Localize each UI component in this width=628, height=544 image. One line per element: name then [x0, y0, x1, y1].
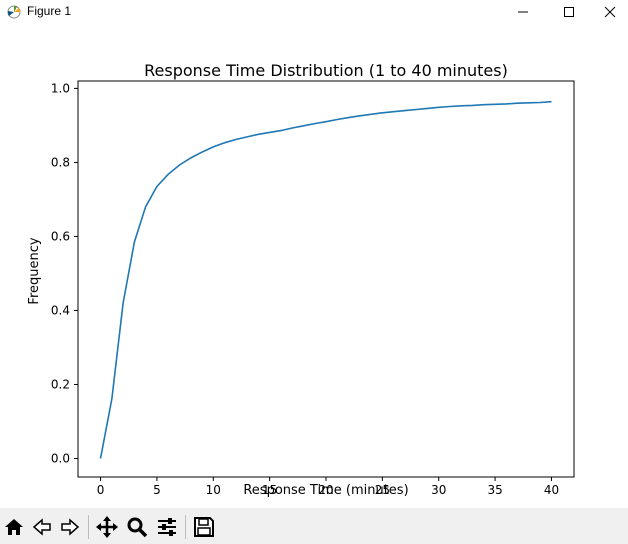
back-icon: [32, 518, 51, 536]
window-title: Figure 1: [27, 4, 72, 18]
y-tick-label: 0.2: [51, 377, 70, 391]
minimize-button[interactable]: [500, 0, 546, 24]
zoom-icon: [127, 517, 148, 538]
maximize-icon: [564, 7, 574, 17]
y-tick-label: 0.4: [51, 303, 70, 317]
y-axis-ticks: 0.0 0.2 0.4 0.6 0.8 1.0: [51, 81, 78, 465]
close-icon: [604, 6, 616, 18]
x-tick-label: 25: [375, 483, 390, 497]
window-titlebar: Figure 1: [0, 0, 628, 24]
plot-area: [77, 80, 575, 478]
series-line: [99, 100, 552, 459]
line-chart: Response Time Distribution (1 to 40 minu…: [27, 61, 575, 498]
save-icon: [194, 517, 214, 537]
x-tick-label: 15: [262, 483, 277, 497]
configure-subplots-button[interactable]: [155, 515, 179, 539]
x-axis-label: Response Time (minutes): [243, 483, 408, 498]
configure-subplots-icon: [158, 518, 176, 536]
y-tick-label: 0.8: [51, 155, 70, 169]
x-tick-label: 5: [153, 483, 161, 497]
pan-button[interactable]: [95, 515, 119, 539]
toolbar-separator: [185, 515, 186, 539]
pan-icon: [96, 516, 118, 538]
y-tick-label: 0.6: [51, 229, 70, 243]
zoom-button[interactable]: [125, 515, 149, 539]
forward-icon: [61, 518, 80, 536]
close-button[interactable]: [592, 0, 628, 24]
home-button[interactable]: [2, 515, 26, 539]
x-tick-label: 0: [97, 483, 105, 497]
y-tick-label: 0.0: [51, 451, 70, 465]
x-tick-label: 30: [431, 483, 446, 497]
chart-title: Response Time Distribution (1 to 40 minu…: [144, 61, 508, 80]
x-axis-ticks: 0 5 10 15 20 25 30 35 40: [97, 477, 559, 497]
x-tick-label: 40: [544, 483, 559, 497]
y-axis-label: Frequency: [27, 237, 42, 304]
x-tick-label: 10: [206, 483, 221, 497]
back-button[interactable]: [30, 515, 54, 539]
minimize-icon: [518, 11, 528, 13]
maximize-button[interactable]: [546, 0, 592, 24]
forward-button[interactable]: [58, 515, 82, 539]
figure-canvas[interactable]: Response Time Distribution (1 to 40 minu…: [0, 24, 628, 508]
navigation-toolbar: [0, 508, 628, 544]
home-icon: [5, 519, 23, 535]
y-tick-label: 1.0: [51, 81, 70, 95]
save-button[interactable]: [192, 515, 216, 539]
x-tick-label: 20: [318, 483, 333, 497]
x-tick-label: 35: [487, 483, 502, 497]
toolbar-separator: [88, 515, 89, 539]
matplotlib-logo-icon: [7, 5, 21, 19]
